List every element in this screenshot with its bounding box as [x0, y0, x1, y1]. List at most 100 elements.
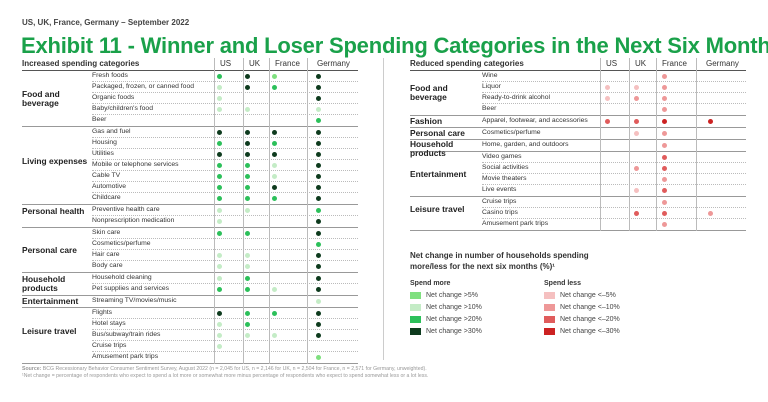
inc-dot-uk	[244, 141, 250, 146]
more-legend-swatch	[410, 316, 421, 323]
inc-row: Nonprescription medication	[92, 216, 358, 227]
inc-dot-uk	[244, 74, 250, 79]
inc-group-name: Personal care	[22, 244, 77, 255]
inc-row: Flights	[92, 308, 358, 319]
inc-dot-germany	[315, 333, 321, 338]
inc-row-label: Gas and fuel	[92, 128, 131, 135]
red-dot-france	[661, 131, 667, 136]
less-legend-item: Net change <–10%	[544, 302, 620, 313]
red-col-divider	[629, 58, 630, 231]
inc-col-france: France	[275, 59, 300, 68]
inc-dot-germany	[315, 322, 321, 327]
less-legend-item: Net change <–30%	[544, 326, 620, 337]
red-group-name: Food and beverage	[410, 83, 448, 102]
inc-dot-us	[216, 219, 222, 224]
inc-dot-uk	[244, 333, 250, 338]
inc-dot-us	[216, 174, 222, 179]
inc-row-label: Pet supplies and services	[92, 285, 170, 292]
red-dot-france	[661, 166, 667, 171]
inc-dot-germany	[315, 208, 321, 213]
inc-dot-france	[271, 333, 277, 338]
red-row: Cosmetics/perfume	[482, 128, 746, 139]
red-row-label: Ready-to-drink alcohol	[482, 94, 551, 101]
red-row: Beer	[482, 104, 746, 115]
red-dot-uk	[633, 96, 639, 101]
inc-col-divider	[269, 58, 270, 364]
inc-dot-us	[216, 208, 222, 213]
red-row: Live events	[482, 185, 746, 196]
more-legend-label: Net change >30%	[426, 328, 482, 335]
red-dot-france	[661, 211, 667, 216]
footer-note: ¹Net change = percentage of respondents …	[22, 373, 429, 379]
red-col-germany: Germany	[706, 59, 739, 68]
inc-group-6: Leisure travel Flights Hotel stays Bus/subw…	[22, 308, 358, 364]
inc-dot-germany	[315, 253, 321, 258]
inc-row-label: Streaming TV/movies/music	[92, 297, 177, 304]
red-dot-germany	[707, 119, 713, 124]
inc-row-label: Childcare	[92, 194, 121, 201]
red-row: Movie theaters	[482, 174, 746, 185]
inc-row-label: Hotel stays	[92, 320, 126, 327]
inc-dot-france	[271, 196, 277, 201]
inc-dot-france	[271, 141, 277, 146]
red-group-4: Entertainment Video games Social activitie…	[410, 152, 746, 197]
inc-row: Household cleaning	[92, 273, 358, 284]
less-legend-item: Net change <–20%	[544, 314, 620, 325]
red-col-france: France	[662, 59, 687, 68]
panel-divider	[383, 58, 384, 360]
inc-row: Beer	[92, 115, 358, 126]
inc-dot-germany	[315, 74, 321, 79]
inc-dot-us	[216, 344, 222, 349]
red-dot-france	[661, 155, 667, 160]
inc-dot-germany	[315, 264, 321, 269]
inc-dot-uk	[244, 85, 250, 90]
red-group-2: Personal care Cosmetics/perfume	[410, 128, 746, 140]
inc-dot-uk	[244, 185, 250, 190]
less-legend-label: Net change <–20%	[560, 316, 620, 323]
inc-dot-germany	[315, 299, 321, 304]
red-col-divider	[656, 58, 657, 231]
red-dot-france	[661, 119, 667, 124]
red-row-label: Social activities	[482, 164, 529, 171]
inc-dot-germany	[315, 85, 321, 90]
red-group-3: Household products Home, garden, and outd…	[410, 140, 746, 158]
inc-dot-france	[271, 152, 277, 157]
inc-dot-us	[216, 96, 222, 101]
more-legend-label: Net change >10%	[426, 304, 482, 311]
less-legend-label: Net change <–5%	[560, 292, 616, 299]
inc-dot-us	[216, 264, 222, 269]
inc-dot-us	[216, 152, 222, 157]
inc-dot-france	[271, 311, 277, 316]
red-dot-uk	[633, 211, 639, 216]
inc-row: Cosmetics/perfume	[92, 239, 358, 250]
red-group-name: Entertainment	[410, 168, 467, 179]
inc-row: Hair care	[92, 250, 358, 261]
reduced-spending-table: Reduced spending categories US UK France Ger…	[410, 58, 746, 231]
more-legend-swatch	[410, 292, 421, 299]
inc-header: Increased spending categories US UK France G…	[22, 58, 358, 71]
inc-group-name: Personal health	[22, 206, 85, 216]
inc-dot-us	[216, 196, 222, 201]
red-group-1: Fashion Apparel, footwear, and accessorie…	[410, 116, 746, 128]
inc-dot-france	[271, 185, 277, 190]
red-row: Social activities	[482, 163, 746, 174]
inc-dot-uk	[244, 163, 250, 168]
inc-dot-france	[271, 287, 277, 292]
inc-row: Organic foods	[92, 93, 358, 104]
inc-dot-uk	[244, 208, 250, 213]
kicker: US, UK, France, Germany – September 2022	[22, 18, 190, 27]
less-legend-swatch	[544, 292, 555, 299]
red-row-label: Amusement park trips	[482, 220, 549, 227]
legend-spend-more: Spend more Net change >5% Net change >10%…	[410, 280, 482, 338]
inc-dot-uk	[244, 196, 250, 201]
inc-dot-uk	[244, 253, 250, 258]
inc-group-name: Leisure travel	[22, 325, 77, 336]
inc-dot-france	[271, 85, 277, 90]
inc-row: Skin care	[92, 228, 358, 239]
less-legend-swatch	[544, 304, 555, 311]
red-col-uk: UK	[635, 59, 647, 68]
inc-group-0: Food and beverage Fresh foods Packaged, fr…	[22, 71, 358, 127]
red-group-name: Personal care	[410, 128, 465, 138]
red-row-label: Cosmetics/perfume	[482, 129, 541, 136]
more-legend-item: Net change >5%	[410, 290, 482, 301]
